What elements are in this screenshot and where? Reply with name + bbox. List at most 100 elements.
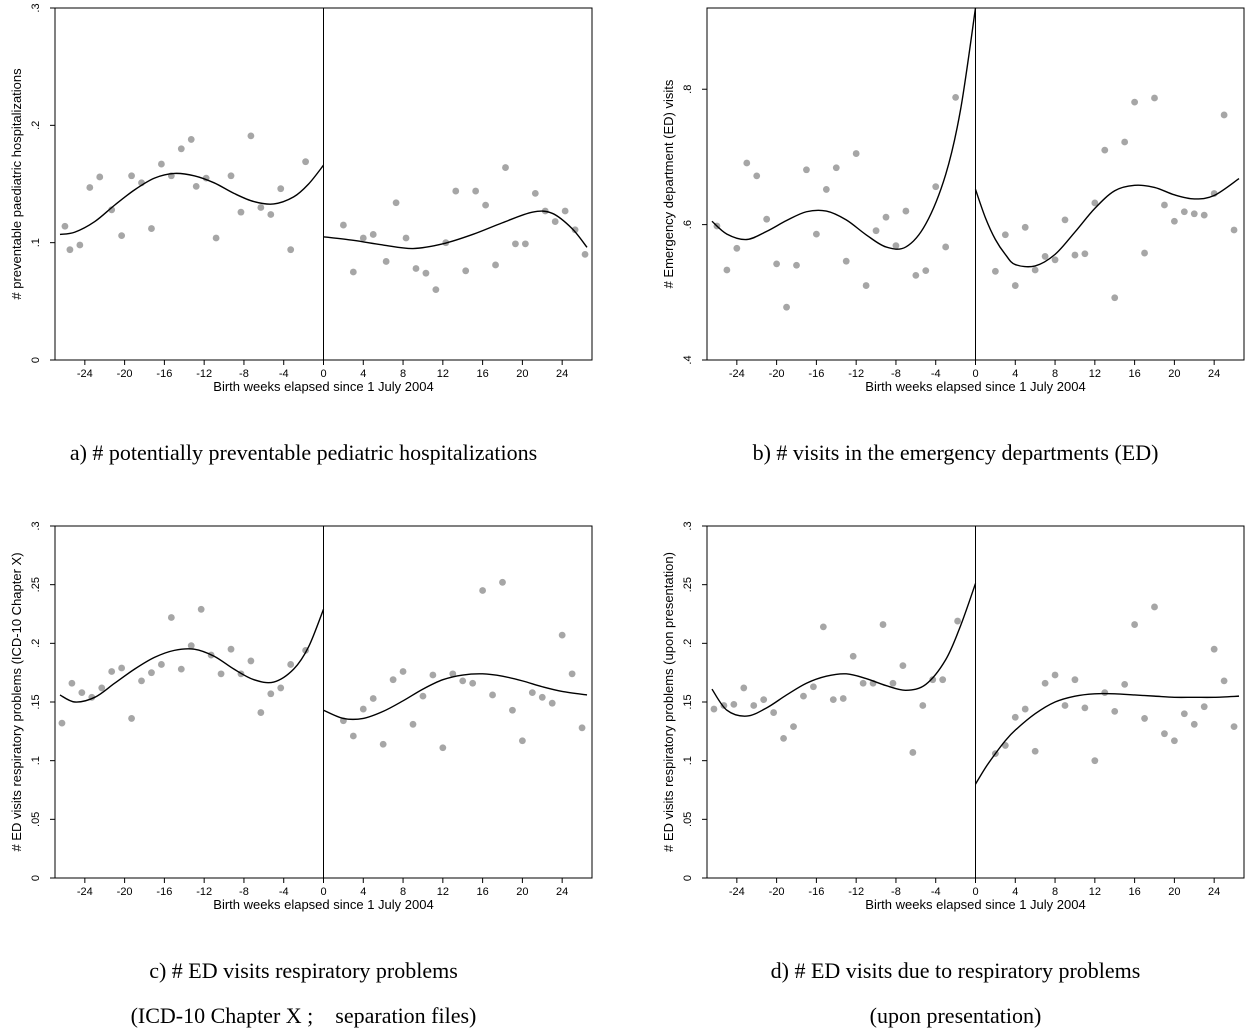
x-tick-label: 24 bbox=[556, 368, 568, 380]
data-point bbox=[359, 234, 367, 242]
y-tick-label: .15 bbox=[30, 694, 42, 709]
data-point bbox=[531, 189, 539, 197]
data-point bbox=[108, 206, 116, 214]
data-point bbox=[419, 692, 427, 700]
panel-a: -24 -20 -16 -12 -8 -4 0 4 8 12 16 20 24 0 .1 .2 .3 Birth … bbox=[9, 3, 593, 465]
data-point bbox=[1041, 679, 1049, 687]
data-point bbox=[760, 696, 768, 704]
data-point bbox=[422, 269, 430, 277]
data-point bbox=[382, 258, 390, 265]
data-point bbox=[1091, 199, 1099, 207]
data-point bbox=[1220, 677, 1228, 685]
data-point bbox=[76, 241, 84, 249]
data-point bbox=[1111, 707, 1119, 715]
x-tick-label: 0 bbox=[320, 368, 326, 380]
data-point bbox=[1091, 757, 1099, 765]
x-tick-label: 16 bbox=[476, 886, 488, 898]
y-axis-label: # Emergency department (ED) visits bbox=[661, 79, 676, 288]
x-tick-label: 0 bbox=[972, 886, 978, 898]
data-point bbox=[1021, 223, 1029, 231]
data-point bbox=[832, 164, 840, 172]
x-tick-label: -8 bbox=[891, 886, 901, 898]
data-point bbox=[810, 683, 817, 691]
data-point bbox=[58, 719, 66, 727]
x-tick-label: 4 bbox=[1012, 368, 1018, 380]
data-point bbox=[177, 665, 185, 673]
x-tick-label: -12 bbox=[196, 368, 212, 380]
x-tick-label: 8 bbox=[400, 368, 406, 380]
data-point bbox=[61, 222, 69, 230]
x-axis-label: Birth weeks elapsed since 1 July 2004 bbox=[213, 379, 433, 394]
data-point bbox=[472, 187, 480, 195]
data-point bbox=[849, 652, 857, 660]
x-tick-label: -4 bbox=[279, 886, 289, 898]
fit-curve-left bbox=[711, 7, 977, 250]
data-point bbox=[1210, 645, 1218, 653]
data-point bbox=[561, 207, 569, 215]
data-point bbox=[502, 164, 509, 171]
data-point bbox=[462, 267, 470, 275]
data-point bbox=[227, 645, 235, 653]
x-tick-label: 8 bbox=[1052, 886, 1058, 898]
data-point bbox=[740, 684, 748, 692]
x-tick-label: 12 bbox=[1089, 368, 1101, 380]
panel-caption: b) # visits in the emergency departments… bbox=[753, 440, 1159, 465]
fit-curve-right bbox=[974, 692, 1240, 785]
data-point bbox=[459, 677, 467, 685]
data-point bbox=[1101, 146, 1109, 154]
data-point bbox=[743, 159, 751, 167]
x-tick-label: 12 bbox=[437, 368, 449, 380]
data-point bbox=[369, 231, 377, 238]
data-point bbox=[479, 587, 487, 594]
data-point bbox=[750, 702, 758, 709]
x-tick-label: -12 bbox=[848, 886, 864, 898]
data-point bbox=[118, 664, 126, 672]
data-point bbox=[1041, 253, 1049, 260]
data-point bbox=[287, 246, 295, 254]
data-point bbox=[158, 661, 165, 668]
data-point bbox=[558, 631, 566, 639]
y-tick-label: .25 bbox=[30, 577, 42, 592]
data-point bbox=[571, 226, 579, 234]
data-point bbox=[892, 242, 900, 250]
x-tick-label: 0 bbox=[972, 368, 978, 380]
data-point bbox=[167, 614, 175, 621]
fit-curve-right bbox=[323, 673, 588, 721]
data-point bbox=[247, 132, 255, 140]
data-point bbox=[68, 679, 76, 687]
data-point bbox=[267, 211, 275, 218]
data-point bbox=[66, 246, 74, 254]
data-point bbox=[197, 605, 205, 613]
data-point bbox=[148, 669, 155, 677]
y-tick-label: .15 bbox=[682, 694, 694, 709]
data-point bbox=[793, 261, 800, 269]
data-point bbox=[1131, 621, 1139, 628]
data-point bbox=[402, 234, 410, 242]
data-point bbox=[538, 693, 546, 701]
data-point bbox=[1180, 710, 1188, 718]
data-point bbox=[158, 160, 165, 168]
x-tick-label: 20 bbox=[516, 886, 528, 898]
x-tick-label: 16 bbox=[1128, 886, 1140, 898]
panel-d: -24 -20 -16 -12 -8 -4 0 4 8 12 16 20 24 0 .05 .1 .15 .2 .2… bbox=[661, 521, 1245, 1028]
x-tick-label: 16 bbox=[1128, 368, 1140, 380]
data-point bbox=[548, 699, 556, 707]
x-axis-label: Birth weeks elapsed since 1 July 2004 bbox=[865, 897, 1085, 912]
data-point bbox=[399, 668, 407, 675]
data-point bbox=[389, 676, 397, 684]
data-point bbox=[429, 671, 437, 679]
x-tick-label: 16 bbox=[476, 368, 488, 380]
data-point bbox=[521, 240, 529, 248]
data-point bbox=[902, 207, 910, 215]
data-point bbox=[889, 679, 897, 687]
data-point bbox=[267, 690, 275, 698]
data-point bbox=[302, 158, 309, 166]
data-point bbox=[192, 182, 200, 190]
y-tick-label: .1 bbox=[30, 238, 42, 247]
data-point bbox=[922, 267, 930, 275]
x-tick-label: -4 bbox=[931, 886, 941, 898]
y-tick-label: 0 bbox=[30, 875, 42, 881]
data-point bbox=[187, 136, 195, 143]
y-axis-label: # ED visits respiratory problems (upon p… bbox=[661, 552, 676, 852]
data-point bbox=[1230, 723, 1238, 731]
